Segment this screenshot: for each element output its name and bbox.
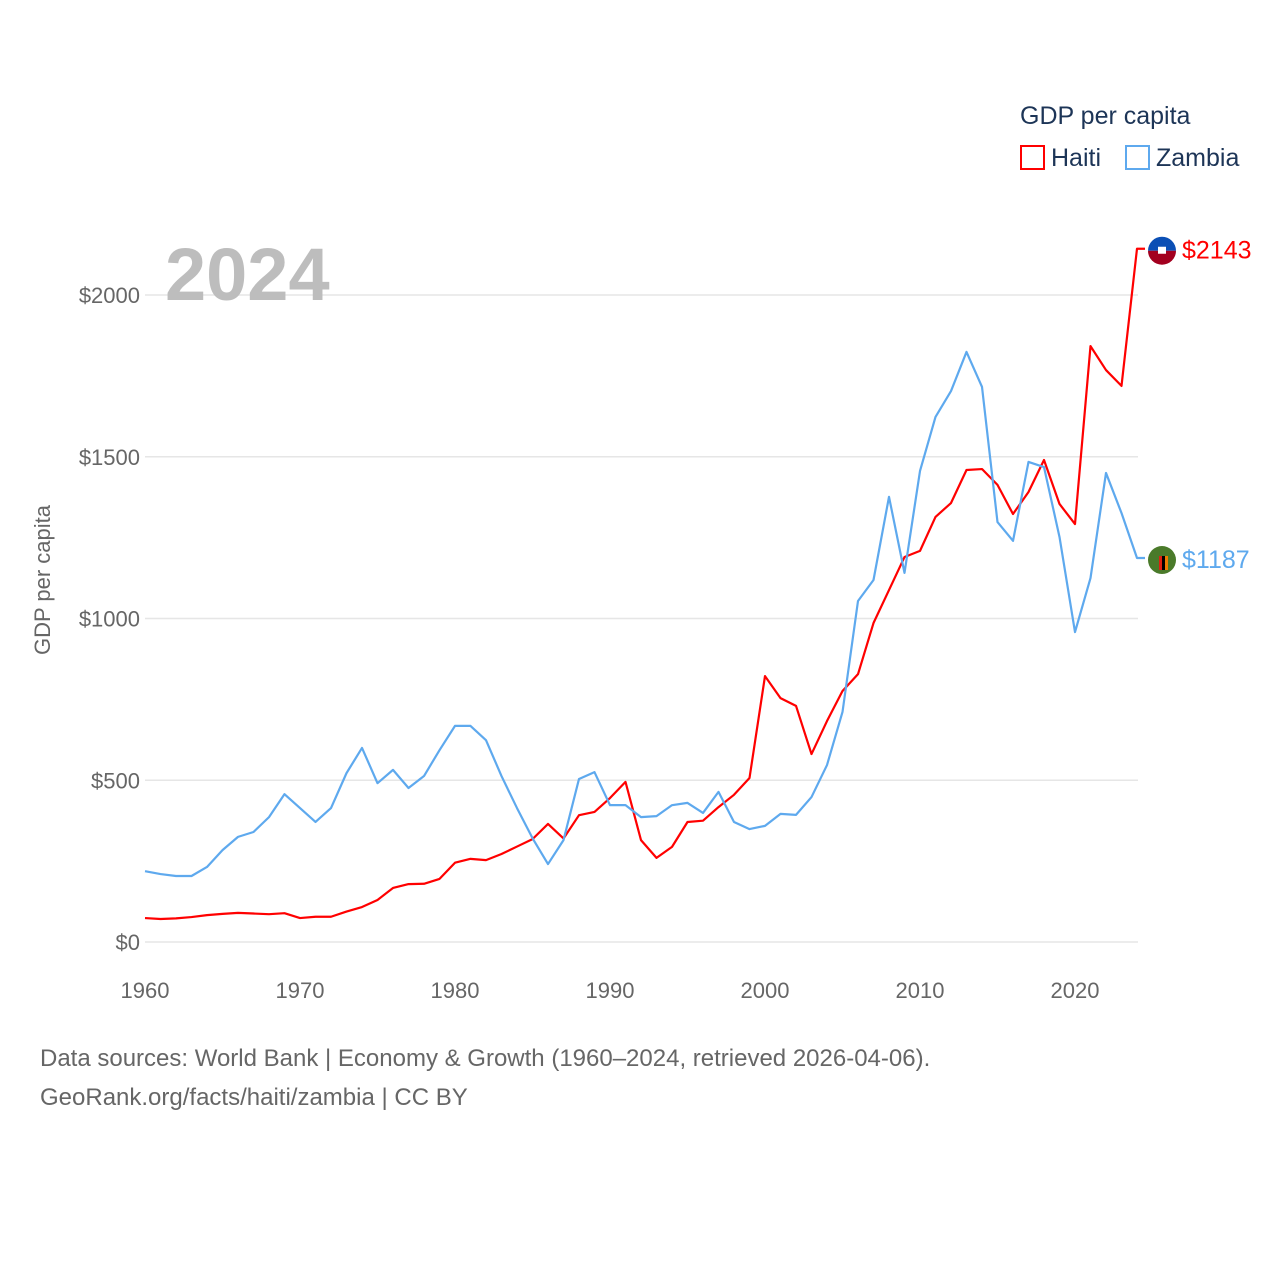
series-line-zambia	[144, 350, 1145, 878]
year-watermark: 2024	[165, 233, 330, 316]
zambia-flag-icon	[1148, 546, 1176, 575]
legend-title: GDP per capita	[1020, 102, 1191, 130]
footer-sources: Data sources: World Bank | Economy & Gro…	[40, 1045, 931, 1072]
legend-swatch-zambia	[1125, 145, 1150, 170]
footer-link[interactable]: GeoRank.org/facts/haiti/zambia | CC BY	[40, 1084, 468, 1111]
x-tick-label: 1970	[276, 978, 325, 1003]
series-line-haiti	[144, 247, 1145, 921]
legend-swatch-haiti	[1020, 145, 1045, 170]
x-tick-label: 1960	[121, 978, 170, 1003]
y-tick-label: $500	[91, 768, 140, 793]
y-tick-label: $0	[116, 930, 140, 955]
y-axis-label: GDP per capita	[30, 504, 55, 655]
x-tick-label: 1990	[586, 978, 635, 1003]
x-tick-label: 2000	[741, 978, 790, 1003]
y-tick-label: $1500	[79, 445, 140, 470]
y-tick-label: $1000	[79, 607, 140, 632]
legend: GDP per capita Haiti Zambia	[1020, 102, 1239, 172]
x-tick-label: 1980	[431, 978, 480, 1003]
haiti-flag-icon	[1148, 236, 1176, 265]
x-tick-label: 2020	[1051, 978, 1100, 1003]
end-value-label-zambia: $1187	[1182, 546, 1250, 574]
x-tick-label: 2010	[896, 978, 945, 1003]
end-value-label-haiti: $2143	[1182, 237, 1252, 265]
legend-label-zambia[interactable]: Zambia	[1156, 144, 1239, 172]
y-tick-label: $2000	[79, 283, 140, 308]
legend-label-haiti[interactable]: Haiti	[1051, 144, 1101, 172]
